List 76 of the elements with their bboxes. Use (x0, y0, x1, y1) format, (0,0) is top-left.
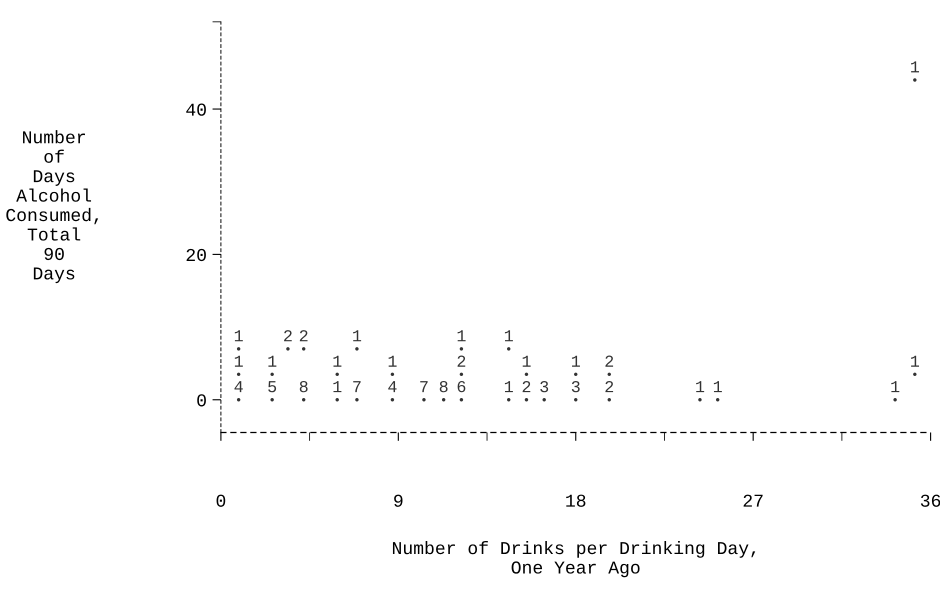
x-tick-label: 18 (566, 494, 586, 507)
point (302, 347, 306, 351)
point (422, 398, 426, 402)
point (524, 398, 528, 402)
x-tick-label: 0 (216, 494, 226, 507)
annotation: 1 (388, 356, 397, 367)
annotation: 7 (420, 381, 428, 392)
annotation: 2 (458, 356, 466, 367)
y-tick-label: 20 (186, 248, 206, 262)
annotation: 2 (605, 356, 614, 367)
y-axis-title: Number of Days Alcohol Consumed, Total 90 Days (6, 130, 98, 284)
point (913, 372, 917, 376)
point (270, 398, 274, 402)
point (574, 372, 578, 376)
annotation: 1 (458, 330, 466, 342)
annotation: 1 (234, 356, 243, 367)
annotation: 1 (353, 330, 362, 342)
annotation: 8 (300, 380, 308, 392)
annotation: 1 (714, 381, 722, 392)
point (542, 398, 546, 402)
point (236, 372, 240, 376)
annotation: 4 (388, 381, 397, 392)
point (506, 398, 510, 402)
point (716, 398, 720, 402)
annotation: 5 (268, 381, 276, 392)
annotation: 4 (234, 381, 243, 392)
annotation: 1 (891, 381, 900, 392)
x-tick-label: 9 (394, 494, 402, 507)
x-tick-label: 27 (744, 494, 763, 507)
point (913, 78, 917, 82)
point (236, 347, 240, 351)
point (608, 372, 611, 376)
annotation: 2 (284, 330, 292, 342)
annotation: 1 (234, 330, 243, 342)
point (302, 398, 306, 402)
point (460, 347, 464, 351)
annotation: 1 (504, 381, 513, 392)
annotation: 1 (333, 381, 342, 392)
annotation: 1 (911, 61, 920, 72)
point (698, 398, 702, 402)
annotation: 1 (333, 356, 342, 367)
point (442, 398, 446, 402)
y-tick-label: 40 (186, 104, 206, 116)
point (460, 372, 464, 376)
point (574, 398, 578, 402)
annotation: 1 (522, 356, 531, 367)
point (390, 398, 394, 402)
annotation: 7 (353, 381, 361, 392)
annotation: 1 (572, 356, 580, 367)
annotation: 6 (458, 380, 466, 392)
annotation: 3 (572, 380, 580, 392)
y-tick-label: 0 (197, 394, 206, 406)
point (524, 372, 528, 376)
annotation: 2 (522, 380, 530, 392)
annotation: 3 (540, 380, 548, 392)
annotation: 1 (911, 356, 920, 367)
annotation: 1 (504, 330, 513, 342)
x-tick-label: 36 (920, 494, 940, 507)
x-axis-title: Number of Drinks per Drinking Day, One Year Ago (392, 540, 756, 578)
point (270, 372, 274, 376)
point (355, 398, 359, 402)
annotation: 2 (300, 330, 308, 342)
point (286, 347, 290, 351)
point (390, 372, 394, 376)
point (893, 398, 897, 402)
point (355, 347, 359, 351)
point (335, 398, 339, 402)
annotation: 1 (268, 356, 276, 367)
point (236, 398, 240, 402)
point (506, 347, 510, 351)
annotation: 1 (696, 381, 704, 392)
annotation: 8 (440, 380, 448, 392)
point (608, 398, 611, 402)
annotation: 2 (605, 380, 614, 392)
point (335, 372, 339, 376)
point (460, 398, 464, 402)
